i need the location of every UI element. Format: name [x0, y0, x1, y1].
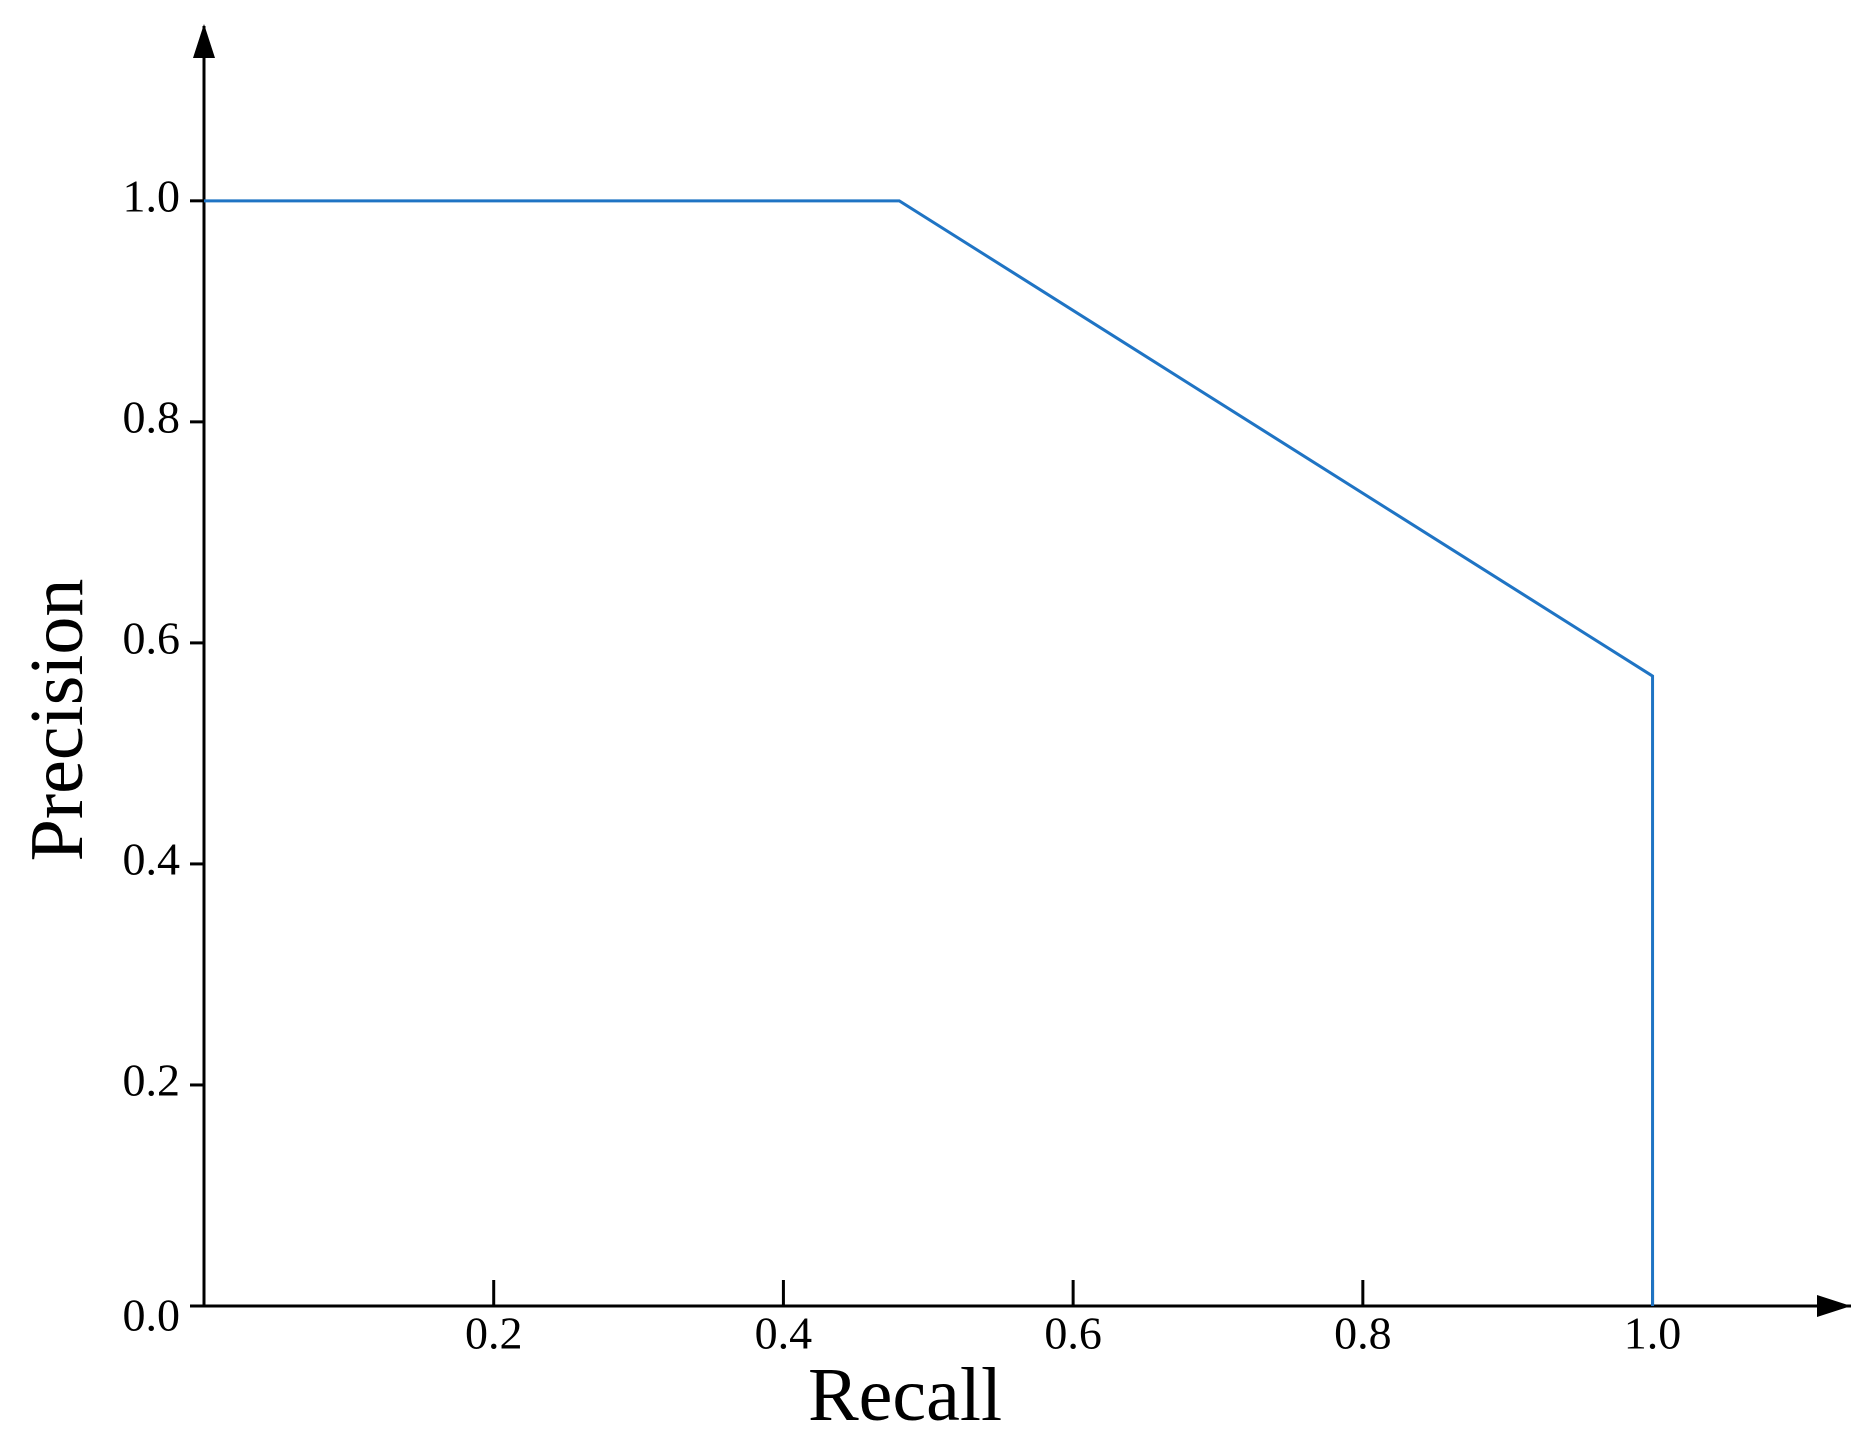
- y-tick-label: 0.2: [123, 1055, 181, 1106]
- x-axis-title: Recall: [808, 1353, 1002, 1437]
- x-axis-arrow: [1817, 1295, 1851, 1317]
- x-tick-label: 0.6: [1044, 1308, 1102, 1359]
- x-tick-label: 1.0: [1624, 1308, 1682, 1359]
- x-tick-label: 0.2: [465, 1308, 523, 1359]
- y-axis-arrow: [193, 24, 215, 58]
- y-tick-label: 1.0: [123, 170, 181, 221]
- y-axis-title: Precision: [15, 579, 99, 862]
- series-line: [204, 199, 1655, 1306]
- y-tick-label: 0.8: [123, 391, 181, 442]
- y-tick-label: 0.4: [123, 833, 181, 884]
- x-tick-label: 0.8: [1334, 1308, 1392, 1359]
- x-tick-label: 0.4: [755, 1308, 813, 1359]
- y-tick-label: 0.0: [123, 1290, 181, 1341]
- y-tick-label: 0.6: [123, 612, 181, 663]
